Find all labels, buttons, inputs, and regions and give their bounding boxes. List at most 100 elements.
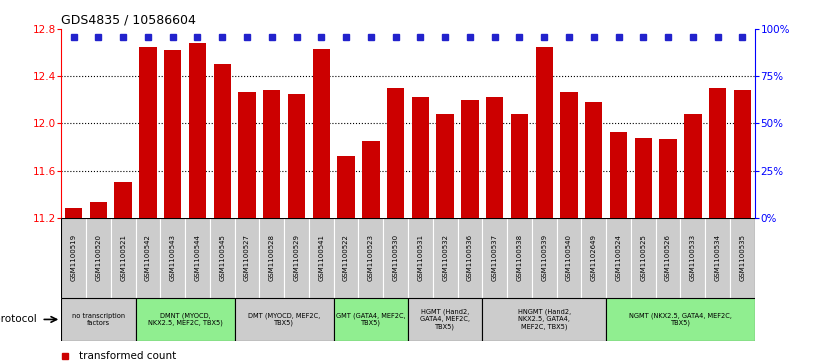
Bar (606, 298, 755, 341)
Bar (90, 203, 107, 218)
Text: GSM1100535: GSM1100535 (739, 234, 745, 281)
Text: GSM1100533: GSM1100533 (690, 234, 696, 281)
Text: DMT (MYOCD, MEF2C,
TBX5): DMT (MYOCD, MEF2C, TBX5) (248, 313, 320, 326)
Text: GSM1100530: GSM1100530 (392, 234, 398, 281)
Text: no transcription
factors: no transcription factors (72, 313, 125, 326)
Bar (362, 141, 379, 218)
Bar (65, 208, 82, 218)
Bar (61, 218, 86, 298)
Bar (561, 91, 578, 218)
Text: GSM1100532: GSM1100532 (442, 234, 448, 281)
Bar (432, 218, 458, 298)
Text: GSM1100534: GSM1100534 (715, 234, 721, 281)
Bar (135, 218, 160, 298)
Text: GSM1100542: GSM1100542 (145, 234, 151, 281)
Bar (210, 218, 235, 298)
Bar (684, 114, 702, 218)
Bar (185, 218, 210, 298)
Bar (358, 218, 384, 298)
Text: GSM1100539: GSM1100539 (541, 234, 548, 281)
Text: GSM1100536: GSM1100536 (467, 234, 473, 281)
Bar (557, 218, 581, 298)
Bar (263, 90, 281, 218)
Bar (610, 132, 628, 218)
Bar (461, 100, 479, 218)
Bar (705, 218, 730, 298)
Text: GSM1100524: GSM1100524 (615, 234, 622, 281)
Bar (408, 298, 482, 341)
Bar (337, 156, 355, 218)
Text: HNGMT (Hand2,
NKX2.5, GATA4,
MEF2C, TBX5): HNGMT (Hand2, NKX2.5, GATA4, MEF2C, TBX5… (517, 309, 571, 330)
Bar (164, 50, 181, 218)
Bar (458, 218, 482, 298)
Text: DMNT (MYOCD,
NKX2.5, MEF2C, TBX5): DMNT (MYOCD, NKX2.5, MEF2C, TBX5) (148, 313, 223, 326)
Text: GSM1100543: GSM1100543 (170, 234, 175, 281)
Bar (384, 218, 408, 298)
Bar (387, 88, 404, 218)
Bar (482, 298, 606, 341)
Text: GSM1100529: GSM1100529 (294, 234, 299, 281)
Bar (511, 114, 528, 218)
Bar (709, 88, 726, 218)
Bar (334, 218, 358, 298)
Bar (635, 138, 652, 218)
Text: GSM1100526: GSM1100526 (665, 234, 671, 281)
Bar (313, 49, 330, 218)
Text: GSM1100538: GSM1100538 (517, 234, 522, 281)
Bar (284, 218, 309, 298)
Bar (659, 139, 676, 218)
Text: GSM1100540: GSM1100540 (566, 234, 572, 281)
Bar (486, 98, 503, 218)
Bar (135, 298, 235, 341)
Bar (582, 218, 606, 298)
Bar (412, 98, 429, 218)
Bar (334, 298, 408, 341)
Text: GSM1100537: GSM1100537 (492, 234, 498, 281)
Text: GSM1100521: GSM1100521 (120, 234, 126, 281)
Bar (309, 218, 334, 298)
Bar (535, 47, 553, 218)
Bar (606, 218, 631, 298)
Text: GSM1100545: GSM1100545 (220, 234, 225, 281)
Text: GSM1100525: GSM1100525 (641, 234, 646, 281)
Bar (681, 218, 705, 298)
Bar (408, 218, 432, 298)
Text: protocol: protocol (0, 314, 37, 325)
Text: GSM1100531: GSM1100531 (418, 234, 424, 281)
Bar (114, 183, 132, 218)
Bar (734, 90, 751, 218)
Bar (631, 218, 656, 298)
Text: GSM1100523: GSM1100523 (368, 234, 374, 281)
Bar (214, 65, 231, 218)
Bar (585, 102, 602, 218)
Bar (730, 218, 755, 298)
Bar (656, 218, 681, 298)
Text: GSM1100544: GSM1100544 (194, 234, 201, 281)
Bar (238, 91, 255, 218)
Text: GDS4835 / 10586604: GDS4835 / 10586604 (61, 13, 196, 26)
Bar (235, 218, 259, 298)
Bar (86, 218, 111, 298)
Bar (507, 218, 532, 298)
Text: GSM1100522: GSM1100522 (343, 234, 349, 281)
Bar (61, 298, 135, 341)
Text: GMT (GATA4, MEF2C,
TBX5): GMT (GATA4, MEF2C, TBX5) (336, 313, 406, 326)
Bar (140, 47, 157, 218)
Bar (111, 218, 135, 298)
Text: GSM1100541: GSM1100541 (318, 234, 324, 281)
Bar (437, 114, 454, 218)
Bar (160, 218, 185, 298)
Bar (288, 94, 305, 218)
Bar (532, 218, 557, 298)
Text: GSM1100519: GSM1100519 (71, 234, 77, 281)
Bar (259, 218, 284, 298)
Bar (235, 298, 334, 341)
Text: HGMT (Hand2,
GATA4, MEF2C,
TBX5): HGMT (Hand2, GATA4, MEF2C, TBX5) (420, 309, 470, 330)
Bar (188, 43, 206, 218)
Text: NGMT (NKX2.5, GATA4, MEF2C,
TBX5): NGMT (NKX2.5, GATA4, MEF2C, TBX5) (629, 313, 732, 326)
Text: GSM1100527: GSM1100527 (244, 234, 250, 281)
Text: GSM1100528: GSM1100528 (268, 234, 275, 281)
Text: GSM1100520: GSM1100520 (95, 234, 101, 281)
Text: GSM1102649: GSM1102649 (591, 234, 596, 281)
Bar (482, 218, 507, 298)
